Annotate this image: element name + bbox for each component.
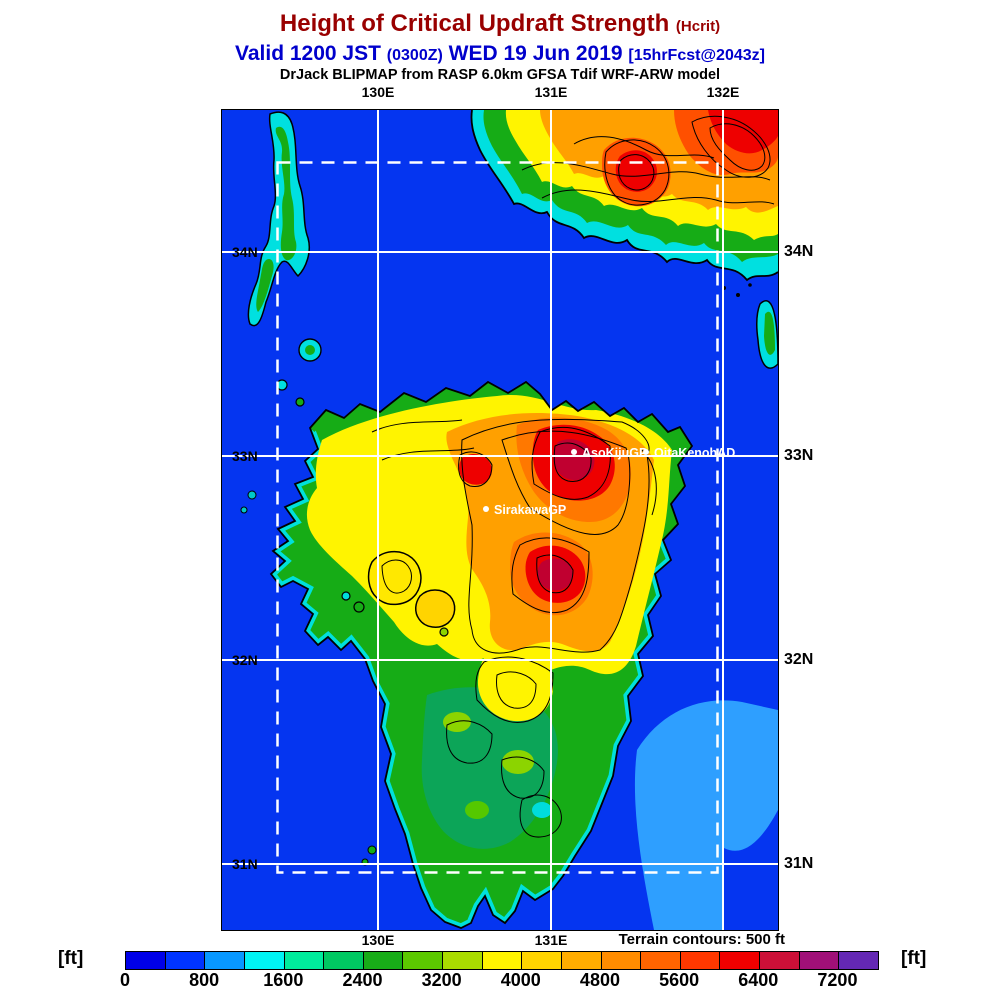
site-markers: AsoKijuGP OitaKenohAD SirakawaGP (483, 446, 735, 517)
landmass-northeast (470, 109, 779, 369)
site-dot-asokijugp (571, 449, 577, 455)
right-axis-34N: 34N (784, 243, 814, 260)
colorbar-tick-label: 7200 (817, 970, 858, 990)
graticule (222, 110, 778, 930)
forecast-map: 34N 33N 32N 31N AsoKijuGP OitaKenohAD Si… (222, 109, 779, 930)
colorbar-segment (442, 952, 482, 969)
top-axis-130E: 130E (361, 84, 395, 100)
colorbar-tick-label: 3200 (421, 970, 462, 990)
valid-fcst: [15hrFcst@2043z] (628, 47, 765, 64)
site-label-sirakawagp: SirakawaGP (494, 503, 566, 517)
site-dot-oitakenohad (643, 449, 649, 455)
valid-paren: (0300Z) (386, 47, 443, 64)
colorbar-segment (679, 952, 720, 969)
title-main: Height of Critical Updraft Strength (279, 10, 670, 37)
colorbar-segment (126, 952, 165, 969)
colorbar-segment (243, 952, 284, 969)
valid-line: Valid 1200 JST (0300Z) WED 19 Jun 2019 [… (0, 42, 1000, 66)
bottom-axis-131E: 131E (534, 932, 568, 948)
iki-island (240, 338, 322, 514)
colorbar-segment (323, 952, 363, 969)
terrain-contour-lines (371, 115, 775, 838)
colorbar-tick-label: 800 (189, 970, 220, 990)
colorbar-segment (798, 952, 839, 969)
model-line: DrJack BLIPMAP from RASP 6.0km GFSA Tdif… (279, 67, 721, 83)
colorbar-tick-label: 2400 (342, 970, 383, 990)
colorbar-segment (481, 952, 522, 969)
site-dot-sirakawagp (483, 506, 489, 512)
colorbar-segment (719, 952, 759, 969)
colorbar-tick-label: 0 (119, 970, 131, 990)
valid-main: Valid 1200 JST (235, 42, 381, 65)
site-label-asokijugp: AsoKijuGP (582, 446, 647, 460)
colorbar-segment (283, 952, 324, 969)
site-label-oitakenohad: OitaKenohAD (654, 446, 735, 460)
colorbar-ticks: 0 800 1600 2400 3200 4000 4800 5600 6400 7200 (120, 970, 877, 992)
terrain-contours-note: Terrain contours: 500 ft (618, 931, 785, 948)
model-domain-box (276, 161, 719, 874)
title-paren: (Hcrit) (675, 18, 721, 35)
colorbar-tick-label: 6400 (738, 970, 779, 990)
colorbar-tick-label: 4000 (500, 970, 541, 990)
tsushima-island (247, 111, 310, 327)
colorbar-segment (362, 952, 403, 969)
colorbar-segment (600, 952, 641, 969)
colorbar-segment (640, 952, 680, 969)
colorbar-segment (204, 952, 244, 969)
colorbar-segment (838, 952, 878, 969)
colorbar-segment (560, 952, 601, 969)
unit-label-left: [ft] (58, 948, 84, 969)
bottom-axis-130E: 130E (361, 932, 395, 948)
map-frame: 34N 33N 32N 31N AsoKijuGP OitaKenohAD Si… (221, 109, 779, 931)
colorbar-segment (164, 952, 205, 969)
colorbar-segments (125, 951, 879, 970)
top-axis-132E: 132E (706, 84, 740, 100)
top-axis-131E: 131E (534, 84, 568, 100)
interior-label-31N: 31N (232, 856, 258, 872)
colorbar-tick-label: 4800 (579, 970, 620, 990)
colorbar-segment (759, 952, 799, 969)
colorbar-tick-label: 1600 (263, 970, 304, 990)
valid-date: WED 19 Jun 2019 (448, 42, 623, 65)
unit-label-right: [ft] (901, 948, 927, 969)
page-title: Height of Critical Updraft Strength (Hcr… (0, 10, 1000, 38)
colorbar-segment (521, 952, 561, 969)
colorbar-segment (402, 952, 442, 969)
colorbar-tick-label: 5600 (659, 970, 700, 990)
right-axis-33N: 33N (784, 447, 814, 464)
right-axis-32N: 32N (784, 651, 814, 668)
interior-label-32N: 32N (232, 652, 258, 668)
interior-label-33N: 33N (232, 448, 258, 464)
interior-lat-labels: 34N 33N 32N 31N (232, 244, 258, 872)
interior-label-34N: 34N (232, 244, 258, 260)
right-axis-31N: 31N (784, 855, 814, 872)
